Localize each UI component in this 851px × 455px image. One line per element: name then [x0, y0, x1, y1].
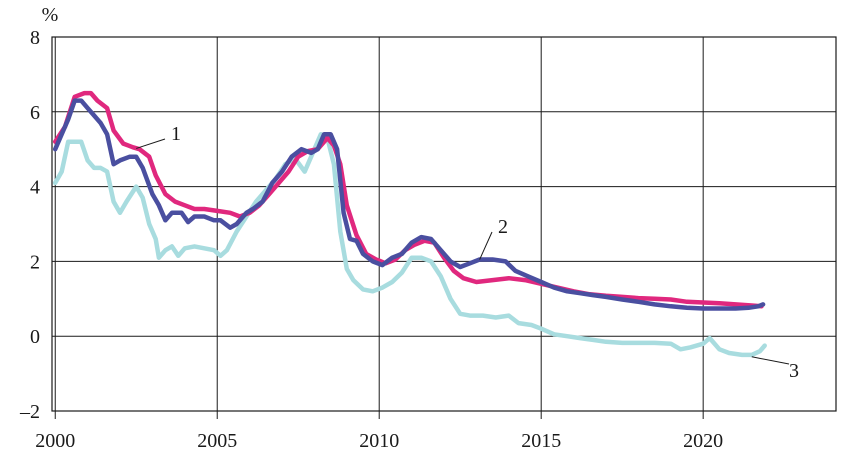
y-tick-label: 2: [30, 251, 40, 273]
y-tick-label: 0: [30, 326, 40, 348]
series-lines: [52, 90, 767, 358]
y-tick-label: 4: [30, 177, 40, 199]
y-tick-label: 8: [30, 27, 40, 49]
x-tick-label: 2005: [197, 430, 237, 452]
y-axis: –2 0 2 4 6 8: [19, 27, 40, 423]
series-label-1: 1: [171, 123, 181, 145]
callout-leader-1: [136, 138, 166, 149]
y-tick-label: 6: [30, 102, 40, 124]
callout-leader-2: [479, 231, 493, 260]
x-tick-label: 2020: [683, 430, 723, 452]
plot-frame: [51, 36, 837, 412]
callout-leader-3: [751, 356, 790, 365]
x-tick-label: 2010: [359, 430, 399, 452]
grid: [52, 37, 836, 411]
series-callouts: 1 2 3: [136, 123, 799, 382]
series-line-1: [52, 90, 764, 309]
y-tick-label: –2: [19, 401, 40, 423]
x-tick-label: 2000: [35, 430, 75, 452]
series-label-3: 3: [789, 360, 799, 382]
y-axis-unit-label: %: [42, 4, 59, 26]
x-tick-label: 2015: [521, 430, 561, 452]
series-label-2: 2: [498, 216, 508, 238]
series-line-3: [52, 131, 767, 358]
series-line-2: [52, 98, 766, 311]
x-axis: 2000 2005 2010 2015 2020: [35, 411, 723, 452]
